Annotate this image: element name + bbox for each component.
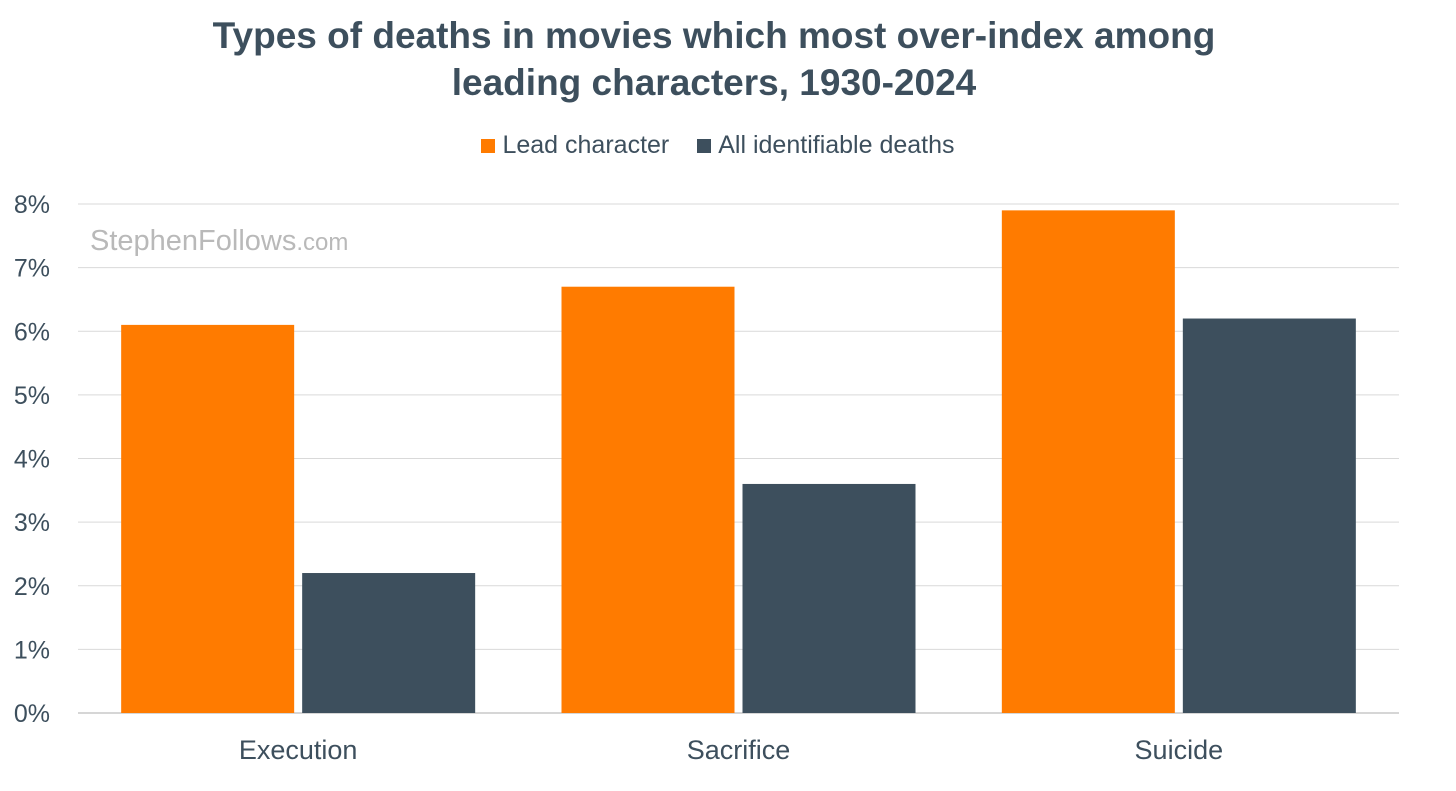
watermark-suffix: .com [296, 229, 349, 256]
legend-swatch-lead [481, 138, 496, 153]
y-tick-label: 8% [14, 191, 50, 219]
y-tick-label: 5% [14, 382, 50, 410]
bar-all-identifiable-deaths-execution [302, 573, 476, 713]
bar-lead-character-suicide [1001, 210, 1175, 714]
x-category-label: Suicide [1135, 735, 1224, 765]
legend-item-all: All identifiable deaths [697, 131, 955, 160]
y-tick-label: 4% [14, 446, 50, 474]
chart-title: Types of deaths in movies which most ove… [0, 12, 1428, 106]
y-tick-label: 2% [14, 573, 50, 601]
bar-lead-character-sacrifice [561, 286, 735, 713]
bar-lead-character-execution [121, 324, 295, 713]
y-tick-label: 3% [14, 509, 50, 537]
x-category-label: Execution [239, 735, 358, 765]
y-tick-label: 1% [14, 636, 50, 664]
y-tick-label: 6% [14, 318, 50, 346]
watermark: StephenFollows.com [90, 225, 348, 258]
bar-all-identifiable-deaths-sacrifice [742, 483, 916, 713]
x-category-label: Sacrifice [687, 735, 791, 765]
legend-item-lead: Lead character [481, 131, 669, 160]
bar-all-identifiable-deaths-suicide [1182, 318, 1356, 713]
chart-title-line-1: Types of deaths in movies which most ove… [212, 15, 1216, 56]
y-tick-label: 0% [14, 700, 50, 728]
legend-label-all: All identifiable deaths [718, 131, 955, 159]
legend-swatch-all [697, 138, 712, 153]
y-tick-label: 7% [14, 255, 50, 283]
legend-label-lead: Lead character [502, 131, 670, 159]
watermark-main: StephenFollows [90, 225, 297, 257]
legend: Lead character All identifiable deaths [0, 131, 1436, 160]
chart-title-line-2: leading characters, 1930-2024 [451, 62, 977, 103]
